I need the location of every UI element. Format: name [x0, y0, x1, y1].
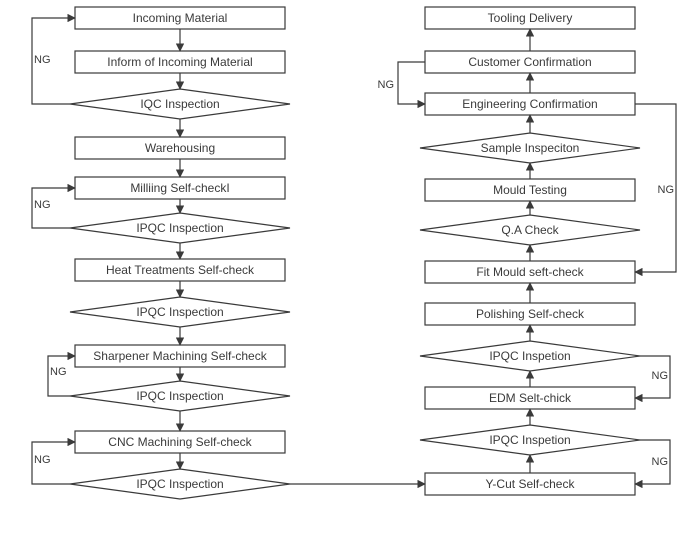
- node-cnc-label: CNC Machining Self-check: [108, 435, 252, 449]
- node-customer-label: Customer Confirmation: [468, 55, 591, 69]
- node-sample-label: Sample Inspeciton: [481, 141, 580, 155]
- node-incoming-label: Incoming Material: [133, 11, 228, 25]
- node-ycut-label: Y-Cut Self-check: [486, 477, 576, 491]
- node-ipqc_r2: IPQC Inspetion: [420, 425, 640, 455]
- ng-label: NG: [34, 54, 51, 66]
- node-cnc: CNC Machining Self-check: [75, 431, 285, 453]
- ng-label: NG: [652, 370, 669, 382]
- node-ipqc3: IPQC Inspection: [70, 381, 290, 411]
- node-engconf: Engineering Confirmation: [425, 93, 635, 115]
- node-ipqc_r1-label: IPQC Inspetion: [489, 349, 570, 363]
- node-polish-label: Polishing Self-check: [476, 307, 585, 321]
- ng-label: NG: [50, 366, 67, 378]
- node-tooling-label: Tooling Delivery: [488, 11, 573, 25]
- node-ipqc2-label: IPQC Inspection: [136, 305, 223, 319]
- node-polish: Polishing Self-check: [425, 303, 635, 325]
- node-ipqc2: IPQC Inspection: [70, 297, 290, 327]
- node-sharp-label: Sharpener Machining Self-check: [93, 349, 267, 363]
- node-inform-label: Inform of Incoming Material: [107, 55, 252, 69]
- node-edm: EDM Selt-chick: [425, 387, 635, 409]
- node-warehouse: Warehousing: [75, 137, 285, 159]
- ng-label: NG: [34, 454, 51, 466]
- node-sharp: Sharpener Machining Self-check: [75, 345, 285, 367]
- ng-label: NG: [34, 199, 51, 211]
- node-inform: Inform of Incoming Material: [75, 51, 285, 73]
- node-ipqc4-label: IPQC Inspection: [136, 477, 223, 491]
- node-incoming: Incoming Material: [75, 7, 285, 29]
- node-milling-label: Milliing Self-checkI: [130, 181, 229, 195]
- node-fitmould-label: Fit Mould seft-check: [476, 265, 584, 279]
- ng-label: NG: [658, 184, 675, 196]
- flowchart-canvas: Incoming Material Inform of Incoming Mate…: [0, 0, 700, 544]
- ng-label: NG: [378, 79, 395, 91]
- node-edm-label: EDM Selt-chick: [489, 391, 572, 405]
- node-qa: Q.A Check: [420, 215, 640, 245]
- node-heat: Heat Treatments Self-check: [75, 259, 285, 281]
- node-warehouse-label: Warehousing: [145, 141, 215, 155]
- node-customer: Customer Confirmation: [425, 51, 635, 73]
- node-ipqc3-label: IPQC Inspection: [136, 389, 223, 403]
- node-iqc-label: IQC Inspection: [140, 97, 219, 111]
- ng-customer-eng: [398, 62, 425, 104]
- node-ipqc_r2-label: IPQC Inspetion: [489, 433, 570, 447]
- node-heat-label: Heat Treatments Self-check: [106, 263, 255, 277]
- node-mouldtest-label: Mould Testing: [493, 183, 567, 197]
- node-engconf-label: Engineering Confirmation: [462, 97, 597, 111]
- node-ipqc1: IPQC Inspection: [70, 213, 290, 243]
- node-ycut: Y-Cut Self-check: [425, 473, 635, 495]
- node-ipqc1-label: IPQC Inspection: [136, 221, 223, 235]
- node-mouldtest: Mould Testing: [425, 179, 635, 201]
- node-fitmould: Fit Mould seft-check: [425, 261, 635, 283]
- node-tooling: Tooling Delivery: [425, 7, 635, 29]
- node-sample: Sample Inspeciton: [420, 133, 640, 163]
- node-qa-label: Q.A Check: [501, 223, 559, 237]
- node-milling: Milliing Self-checkI: [75, 177, 285, 199]
- node-iqc: IQC Inspection: [70, 89, 290, 119]
- node-ipqc4: IPQC Inspection: [70, 469, 290, 499]
- node-ipqc_r1: IPQC Inspetion: [420, 341, 640, 371]
- ng-label: NG: [652, 456, 669, 468]
